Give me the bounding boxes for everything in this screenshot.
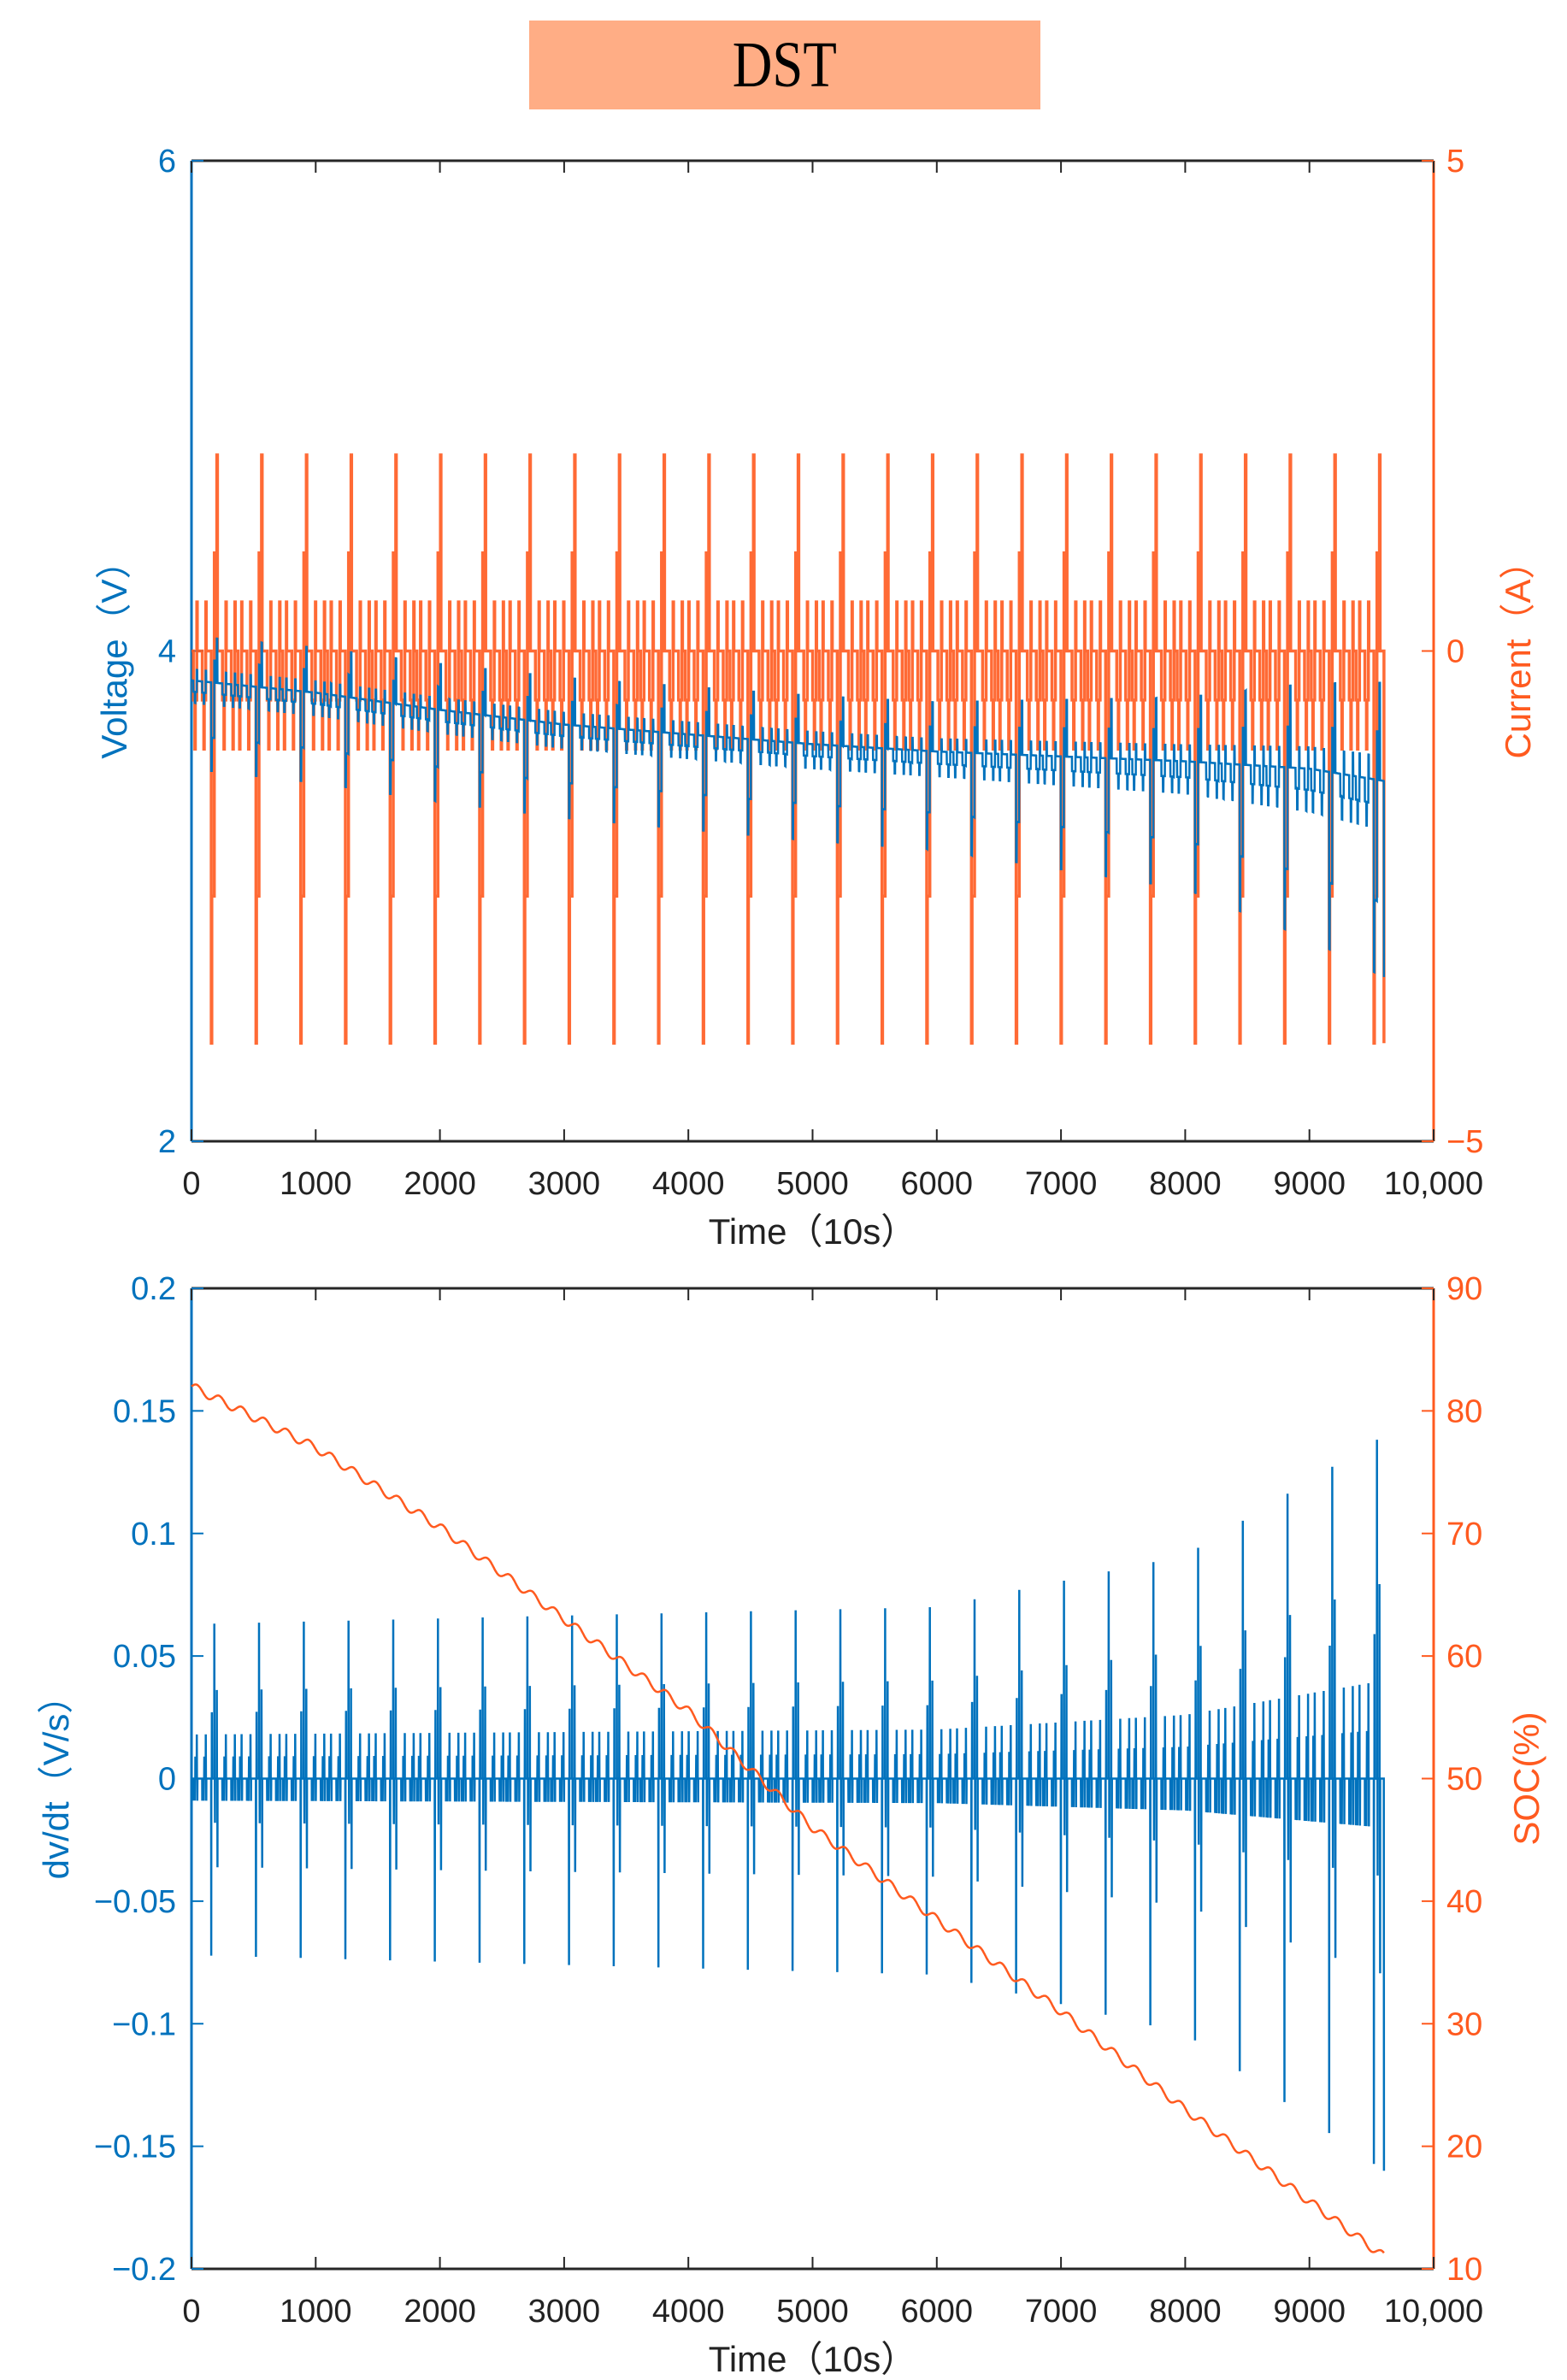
- left-y-tick-label: 0: [158, 1762, 176, 1798]
- right-y-tick-label: 0: [1446, 634, 1464, 670]
- x-tick-label: 4000: [652, 2294, 725, 2330]
- right-y-tick-label: 40: [1446, 1884, 1482, 1920]
- current-series-line: [191, 453, 1386, 1046]
- x-tick-label: 10,000: [1384, 2294, 1483, 2330]
- chart-title-box: DST: [529, 21, 1040, 109]
- left-y-tick-label: 4: [158, 634, 176, 670]
- right-y-axis-label: Current（A）: [1498, 543, 1538, 758]
- left-y-axis-label: dv/dt（V/s）: [36, 1678, 76, 1880]
- x-tick-label: 1000: [280, 1166, 352, 1202]
- right-y-axis-label: SOC(%): [1506, 1711, 1546, 1845]
- x-tick-label: 4000: [652, 1166, 725, 1202]
- left-y-tick-label: 2: [158, 1124, 176, 1160]
- x-tick-label: 7000: [1025, 1166, 1098, 1202]
- right-y-tick-label: 50: [1446, 1762, 1482, 1798]
- left-y-tick-label: −0.05: [94, 1884, 176, 1920]
- right-y-tick-label: 20: [1446, 2130, 1482, 2165]
- x-tick-label: 1000: [280, 2294, 352, 2330]
- right-y-tick-label: 80: [1446, 1393, 1482, 1429]
- x-tick-label: 10,000: [1384, 1166, 1483, 1202]
- x-tick-label: 6000: [901, 2294, 974, 2330]
- dvdt-soc-plot: 0 1000 2000 3000 4000 5000 6000 7000 8000 9000 10,…: [36, 1271, 1546, 2379]
- left-y-tick-label: −0.15: [94, 2130, 176, 2165]
- dvdt-series-line: [191, 1440, 1386, 2171]
- x-tick-label: 0: [182, 2294, 200, 2330]
- x-tick-label: 9000: [1273, 2294, 1346, 2330]
- voltage-current-plot: 0 1000 2000 3000 4000 5000 6000 7000 8000 9000 10,…: [94, 144, 1538, 1252]
- right-y-tick-label: 70: [1446, 1517, 1482, 1552]
- x-axis-label: Time（10s）: [709, 2339, 917, 2379]
- voltage-series-line: [191, 637, 1386, 977]
- x-tick-label: 7000: [1025, 2294, 1098, 2330]
- x-tick-label: 8000: [1149, 2294, 1222, 2330]
- right-y-tick-label: 60: [1446, 1639, 1482, 1675]
- x-tick-label: 5000: [776, 1166, 849, 1202]
- left-y-tick-label: 0.1: [131, 1517, 176, 1552]
- x-tick-label: 0: [182, 1166, 200, 1202]
- x-axis-label: Time（10s）: [709, 1211, 917, 1252]
- left-y-tick-label: 0.15: [113, 1393, 176, 1429]
- right-y-tick-label: 10: [1446, 2252, 1482, 2288]
- left-y-tick-label: −0.1: [112, 2006, 176, 2042]
- right-y-tick-label: 90: [1446, 1271, 1482, 1307]
- x-tick-label: 6000: [901, 1166, 974, 1202]
- x-tick-label: 9000: [1273, 1166, 1346, 1202]
- x-tick-label: 5000: [776, 2294, 849, 2330]
- left-y-tick-label: 6: [158, 144, 176, 180]
- left-y-tick-label: 0.2: [131, 1271, 176, 1307]
- soc-series-line: [191, 1383, 1385, 2254]
- right-y-tick-label: −5: [1446, 1124, 1483, 1160]
- left-y-axis-label: Voltage（V）: [94, 543, 134, 758]
- left-y-tick-label: 0.05: [113, 1639, 176, 1675]
- x-tick-label: 3000: [528, 1166, 601, 1202]
- x-tick-label: 3000: [528, 2294, 601, 2330]
- left-y-tick-label: −0.2: [112, 2252, 176, 2288]
- right-y-tick-label: 30: [1446, 2006, 1482, 2042]
- x-tick-label: 2000: [404, 1166, 476, 1202]
- x-tick-label: 8000: [1149, 1166, 1222, 1202]
- right-y-tick-label: 5: [1446, 144, 1464, 180]
- x-tick-label: 2000: [404, 2294, 476, 2330]
- chart-title: DST: [732, 28, 838, 101]
